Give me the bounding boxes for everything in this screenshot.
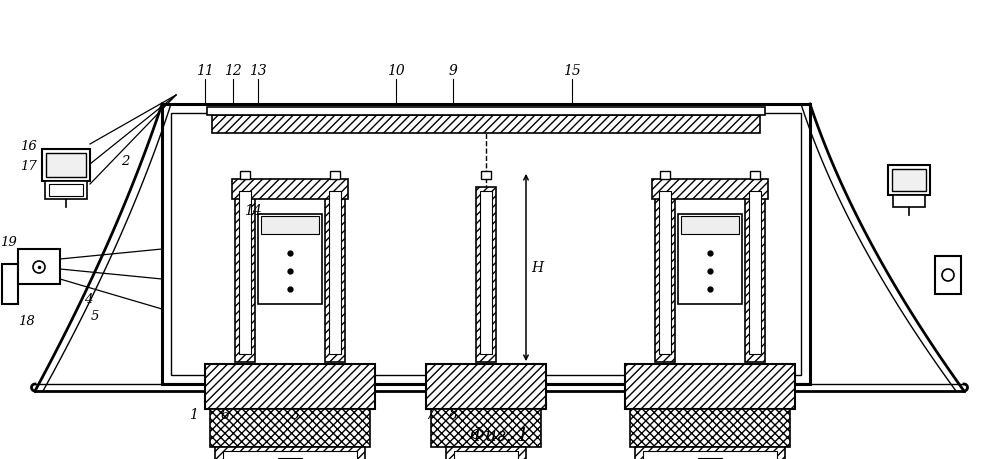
Bar [325,188,345,362]
Bar [652,179,768,200]
Bar [655,188,675,362]
Bar [205,364,375,409]
Text: 1: 1 [189,407,198,421]
Bar [239,191,251,354]
Bar [46,154,86,178]
Bar [630,409,790,447]
Text: 10: 10 [388,64,405,78]
Text: 6: 6 [221,407,230,421]
Bar [171,114,801,375]
Bar [2,264,18,304]
Text: Фиг. 1: Фиг. 1 [470,426,528,444]
Bar [240,172,250,179]
Bar [329,191,341,354]
Bar [210,409,370,447]
Bar [232,179,348,200]
Bar [162,105,810,384]
Bar [207,108,765,116]
Bar [643,451,777,459]
Bar [431,409,541,447]
Text: H: H [531,261,543,275]
Bar [625,364,795,409]
Bar [749,191,761,354]
Bar [698,458,722,459]
Bar [261,217,319,235]
Bar [660,172,670,179]
Bar [659,191,671,354]
Bar [750,172,760,179]
Text: 4: 4 [84,292,92,305]
Text: 17: 17 [20,160,36,173]
Bar [45,182,87,200]
Bar [278,458,302,459]
Text: 9: 9 [449,64,458,78]
Bar [892,170,926,191]
Bar [446,447,526,459]
Bar [681,217,739,235]
Bar [745,188,765,362]
Bar [426,364,546,409]
Text: 13: 13 [249,64,267,78]
Text: 7: 7 [426,407,435,421]
Text: 3: 3 [291,407,300,421]
Bar [215,447,365,459]
Bar [258,214,322,304]
Bar [635,447,785,459]
Bar [42,150,90,182]
Bar [678,214,742,304]
Bar [888,166,930,196]
Text: 12: 12 [224,64,242,78]
Bar [476,188,496,362]
Bar [454,451,518,459]
Bar [330,172,340,179]
Bar [893,196,925,207]
Bar [18,249,60,285]
Text: 15: 15 [563,64,580,78]
Bar [935,257,961,294]
Bar [235,188,255,362]
Text: 16: 16 [20,140,36,153]
Bar [49,185,83,196]
Text: 8: 8 [449,407,458,421]
Text: 2: 2 [121,155,129,168]
Text: 14: 14 [244,203,262,218]
Text: 19: 19 [0,235,16,248]
Bar [480,191,492,354]
Bar [212,116,760,134]
Text: 11: 11 [196,64,214,78]
Text: 18: 18 [18,314,35,327]
Bar [223,451,357,459]
Text: 5: 5 [91,309,99,322]
Bar [481,172,491,179]
